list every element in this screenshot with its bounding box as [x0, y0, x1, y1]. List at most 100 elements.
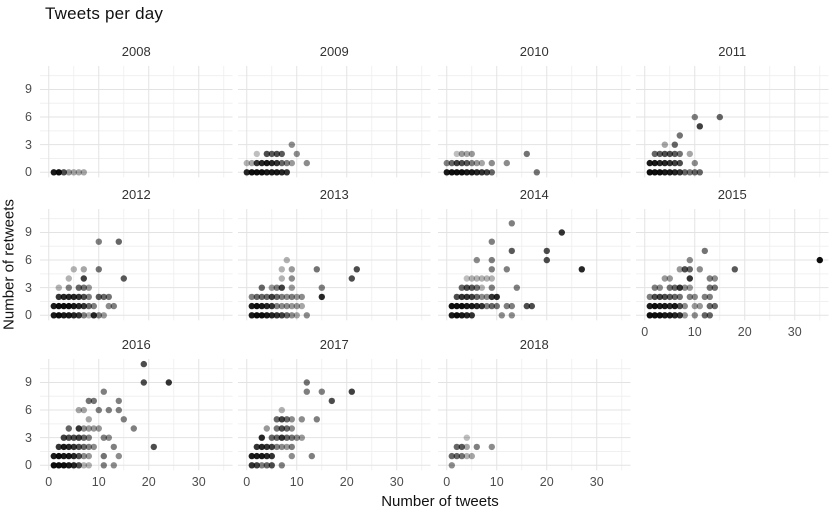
data-point — [473, 293, 480, 301]
data-point — [75, 462, 82, 469]
data-point — [80, 266, 87, 273]
data-point — [298, 434, 305, 441]
data-point — [503, 266, 510, 273]
data-point — [488, 284, 495, 291]
data-point — [268, 293, 275, 301]
data-point — [453, 452, 460, 460]
data-point — [453, 169, 460, 176]
data-point — [273, 284, 280, 291]
data-point — [676, 169, 683, 176]
data-point — [243, 159, 250, 167]
data-point — [666, 293, 673, 301]
data-point — [278, 312, 285, 319]
data-point — [268, 312, 275, 319]
data-point — [253, 462, 260, 469]
data-point — [503, 159, 510, 167]
data-point — [578, 266, 585, 273]
data-point — [85, 312, 92, 319]
data-point — [716, 113, 723, 121]
data-point — [661, 150, 668, 158]
data-point — [85, 443, 92, 451]
data-point — [60, 169, 67, 176]
data-point — [105, 406, 113, 414]
data-point — [278, 275, 285, 282]
data-point — [253, 452, 260, 460]
data-point — [278, 406, 285, 414]
data-point — [348, 388, 355, 395]
y-tick-label: 9 — [25, 375, 32, 390]
data-point — [85, 425, 92, 432]
data-point — [463, 452, 470, 460]
data-point — [468, 159, 475, 167]
data-point — [478, 159, 485, 167]
data-point — [701, 312, 708, 319]
data-point — [80, 302, 87, 310]
data-point — [646, 302, 653, 310]
data-point — [483, 275, 490, 282]
data-point — [65, 293, 72, 301]
data-point — [70, 443, 77, 451]
data-point — [80, 312, 87, 319]
data-point — [691, 293, 698, 301]
data-point — [711, 275, 718, 282]
data-point — [288, 284, 295, 291]
data-point — [283, 416, 290, 423]
x-tick-label: 10 — [289, 475, 304, 490]
data-point — [671, 312, 678, 319]
data-point — [493, 293, 500, 301]
data-point — [80, 462, 87, 469]
data-point — [293, 302, 300, 310]
data-point — [283, 302, 290, 310]
data-point — [110, 462, 118, 469]
data-point — [308, 452, 315, 460]
y-tick-label: 3 — [25, 137, 32, 152]
data-point — [453, 159, 460, 167]
data-point — [488, 275, 495, 282]
data-point — [283, 293, 290, 301]
data-point — [671, 150, 678, 158]
data-point — [115, 397, 123, 405]
data-point — [483, 293, 490, 301]
data-point — [80, 434, 87, 441]
data-point — [258, 284, 265, 291]
x-tick-label: 10 — [91, 475, 106, 490]
data-point — [448, 159, 455, 167]
data-point — [278, 284, 285, 291]
facet-label-2011: 2011 — [718, 44, 747, 59]
x-tick-label: 0 — [443, 475, 451, 490]
data-point — [70, 266, 77, 273]
data-point — [258, 312, 265, 319]
data-point — [70, 434, 77, 441]
facet-panel-2013 — [238, 209, 431, 321]
facet-panel-2012 — [40, 209, 233, 321]
x-tick-label: 20 — [141, 475, 156, 490]
facet-label-2012: 2012 — [121, 187, 151, 202]
y-tick-label: 6 — [25, 403, 32, 418]
data-point — [453, 150, 460, 158]
data-point — [816, 256, 823, 264]
facet-label-2013: 2013 — [319, 187, 349, 202]
data-point — [696, 266, 703, 273]
data-point — [463, 312, 470, 319]
data-point — [706, 293, 713, 301]
data-point — [303, 379, 310, 386]
data-point — [253, 312, 260, 319]
facet-label-2014: 2014 — [519, 187, 549, 202]
data-point — [681, 266, 688, 273]
y-tick-label: 6 — [25, 110, 32, 125]
data-point — [691, 312, 698, 319]
data-point — [55, 169, 62, 176]
x-tick-label: 20 — [737, 325, 752, 340]
data-point — [273, 425, 280, 432]
data-point — [508, 312, 515, 319]
data-point — [273, 434, 280, 441]
data-point — [90, 425, 97, 432]
data-point — [253, 159, 260, 167]
data-point — [671, 169, 678, 176]
data-point — [65, 302, 72, 310]
data-point — [100, 434, 107, 441]
data-point — [115, 452, 123, 460]
data-point — [105, 434, 113, 441]
data-point — [513, 284, 520, 291]
data-point — [696, 302, 703, 310]
